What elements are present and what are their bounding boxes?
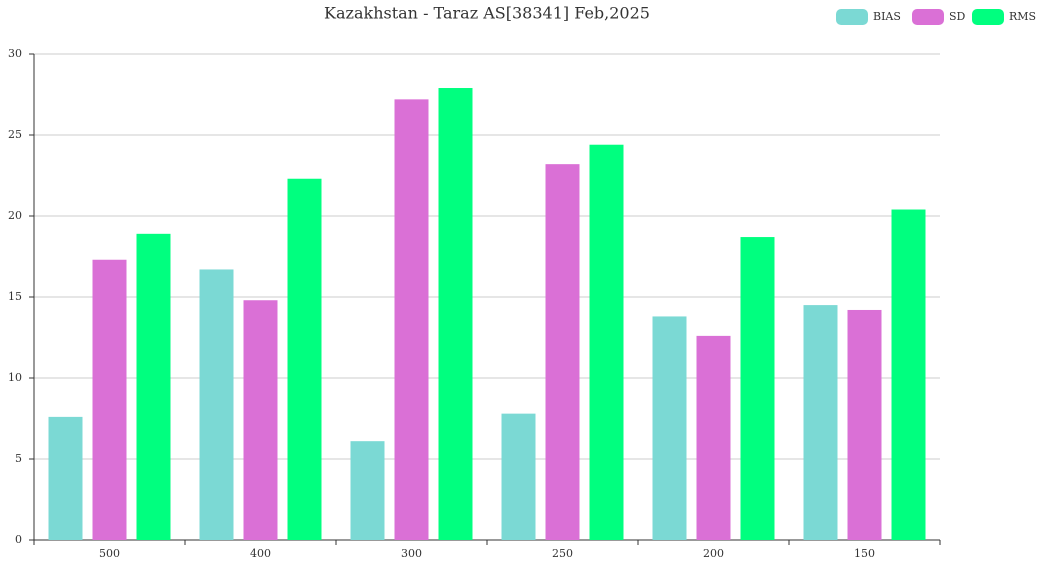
x-tick-label: 200 — [703, 547, 724, 560]
y-tick-label: 0 — [15, 533, 22, 546]
bar — [652, 316, 687, 540]
bar — [199, 269, 234, 540]
bar — [696, 335, 731, 540]
bar — [803, 305, 838, 540]
bar — [136, 233, 171, 540]
legend-label: SD — [949, 10, 966, 23]
legend-label: BIAS — [873, 10, 901, 23]
x-tick-label: 250 — [552, 547, 573, 560]
bar — [589, 144, 624, 540]
y-tick-label: 15 — [8, 290, 22, 303]
y-tick-label: 5 — [15, 452, 22, 465]
bar — [350, 441, 385, 540]
x-tick-label: 400 — [250, 547, 271, 560]
bar — [48, 416, 83, 540]
bar — [92, 259, 127, 540]
bar — [243, 300, 278, 540]
x-tick-label: 150 — [854, 547, 875, 560]
bar — [287, 178, 322, 541]
bar — [501, 413, 536, 540]
legend-swatch — [972, 9, 1004, 25]
bar — [394, 99, 429, 541]
bar — [740, 237, 775, 540]
legend-swatch — [912, 9, 944, 25]
y-tick-label: 25 — [8, 128, 22, 141]
legend-swatch — [836, 9, 868, 25]
legend-label: RMS — [1009, 10, 1036, 23]
x-tick-label: 500 — [99, 547, 120, 560]
bar — [847, 309, 882, 540]
bar — [545, 164, 580, 540]
bar — [438, 88, 473, 541]
bar — [891, 209, 926, 540]
x-tick-label: 300 — [401, 547, 422, 560]
y-tick-label: 30 — [8, 47, 22, 60]
y-tick-label: 10 — [8, 371, 22, 384]
chart-title: Kazakhstan - Taraz AS[38341] Feb,2025 — [324, 4, 650, 23]
y-tick-label: 20 — [8, 209, 22, 222]
